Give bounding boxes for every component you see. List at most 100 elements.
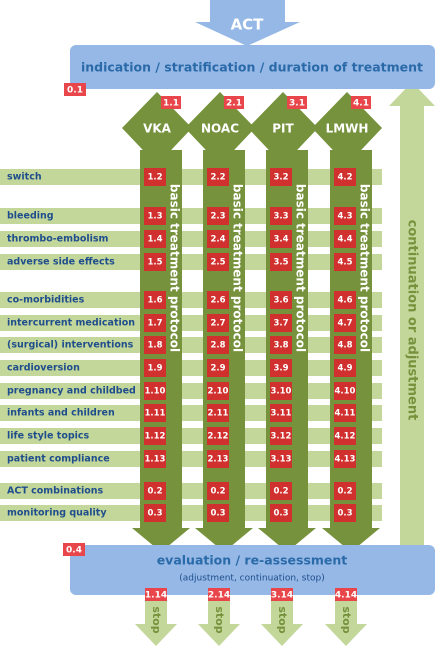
column-badge-text: 2.1	[226, 99, 242, 109]
code-text: 2.7	[210, 319, 225, 329]
code-cell	[334, 359, 356, 377]
code-text: 2.13	[208, 455, 229, 465]
code-cell	[207, 504, 229, 522]
row-label: thrombo-embolism	[7, 234, 109, 245]
code-text: 1.4	[147, 235, 162, 245]
code-text: 2.9	[210, 364, 225, 374]
code-text: 4.7	[337, 319, 352, 329]
code-cell	[144, 207, 166, 225]
column-badge	[351, 96, 371, 109]
code-cell	[144, 382, 166, 400]
code-text: 3.7	[273, 319, 288, 329]
side-arrow	[389, 82, 435, 548]
code-cell	[270, 314, 292, 332]
code-text: 2.3	[210, 212, 225, 222]
code-text: 3.9	[273, 364, 288, 374]
code-cell	[270, 291, 292, 309]
column-badge-text: 1.1	[163, 99, 179, 109]
code-cell	[207, 207, 229, 225]
code-cell	[334, 404, 356, 422]
act-arrow	[195, 0, 300, 46]
column-diamond	[122, 92, 192, 165]
column-diamond	[312, 92, 382, 165]
row-label: adverse side effects	[7, 257, 115, 268]
code-text: 0.2	[273, 487, 288, 497]
code-text: 1.3	[147, 212, 162, 222]
code-cell	[334, 314, 356, 332]
code-text: 0.2	[337, 487, 352, 497]
code-cell	[207, 427, 229, 445]
code-cell	[270, 207, 292, 225]
code-cell	[144, 404, 166, 422]
code-text: 4.9	[337, 364, 352, 374]
row-label: life style topics	[7, 431, 90, 442]
code-text: 4.4	[337, 235, 352, 245]
code-text: 4.5	[337, 258, 352, 268]
code-text: 3.6	[273, 296, 288, 306]
code-text: 3.5	[273, 258, 288, 268]
code-cell	[270, 504, 292, 522]
code-cell	[207, 359, 229, 377]
code-text: 2.12	[208, 432, 229, 442]
footer-badge	[63, 543, 85, 556]
code-text: 1.10	[145, 387, 166, 397]
code-text: 1.5	[147, 258, 162, 268]
column-badge-text: 3.1	[289, 99, 305, 109]
code-text: 0.3	[337, 509, 352, 519]
code-cell	[334, 504, 356, 522]
code-cell	[144, 253, 166, 271]
column-name: LMWH	[326, 122, 369, 136]
header-badge-text: 0.1	[67, 86, 83, 96]
stop-label: stop	[276, 606, 289, 633]
code-text: 4.13	[335, 455, 356, 465]
stop-badge	[145, 588, 167, 601]
code-text: 4.3	[337, 212, 352, 222]
row-label: bleeding	[7, 211, 54, 222]
column-diamond	[248, 92, 318, 165]
code-cell	[270, 253, 292, 271]
row-label: cardioversion	[7, 363, 80, 374]
column-badge	[224, 96, 244, 109]
protocol-label: basic treatment protocol	[168, 184, 182, 352]
code-text: 0.2	[147, 487, 162, 497]
header-bar	[70, 45, 435, 89]
code-cell	[144, 314, 166, 332]
row-label: co-morbidities	[7, 295, 85, 306]
row-label: ACT combinations	[7, 486, 103, 497]
footer-badge-text: 0.4	[66, 546, 82, 556]
code-text: 3.8	[273, 341, 288, 351]
row-label: switch	[7, 172, 42, 183]
stop-arrow	[198, 595, 240, 646]
code-cell	[207, 404, 229, 422]
footer-bar	[70, 545, 435, 595]
column-badge-text: 4.1	[353, 99, 369, 109]
stop-label: stop	[150, 606, 163, 633]
code-cell	[334, 382, 356, 400]
code-cell	[207, 336, 229, 354]
code-text: 1.12	[145, 432, 166, 442]
code-cell	[334, 230, 356, 248]
code-text: 3.10	[271, 387, 292, 397]
stop-label: stop	[340, 606, 353, 633]
code-cell	[207, 253, 229, 271]
code-text: 1.2	[147, 173, 162, 183]
code-text: 1.6	[147, 296, 162, 306]
code-cell	[207, 482, 229, 500]
code-text: 1.13	[145, 455, 166, 465]
code-text: 4.2	[337, 173, 352, 183]
protocol-label: basic treatment protocol	[358, 184, 372, 352]
stop-badge	[271, 588, 293, 601]
code-cell	[207, 382, 229, 400]
stop-label: stop	[213, 606, 226, 633]
column-badge	[287, 96, 307, 109]
code-cell	[144, 336, 166, 354]
code-text: 1.9	[147, 364, 162, 374]
code-cell	[270, 382, 292, 400]
code-cell	[144, 482, 166, 500]
code-cell	[334, 482, 356, 500]
code-text: 4.10	[335, 387, 356, 397]
code-cell	[270, 168, 292, 186]
code-text: 2.4	[210, 235, 225, 245]
